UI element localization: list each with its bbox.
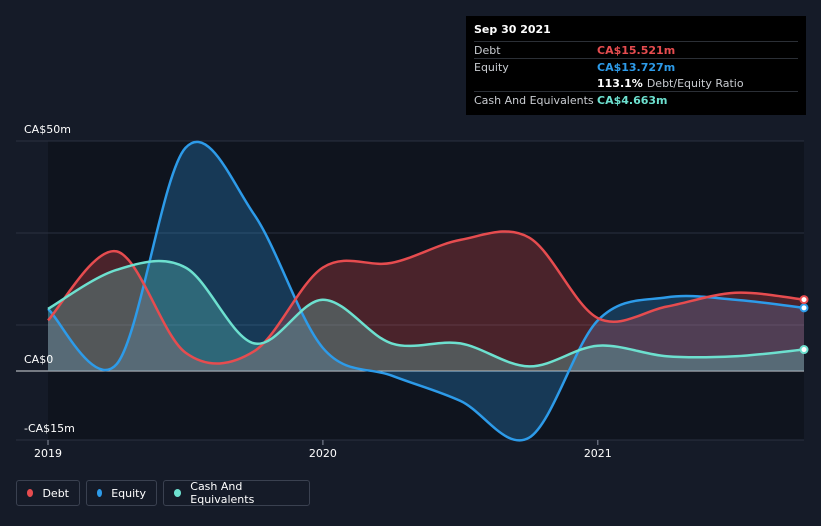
debt-end-point bbox=[799, 295, 809, 305]
tooltip-debt-label: Debt bbox=[474, 43, 501, 57]
tooltip-cash-value: CA$4.663m bbox=[597, 93, 668, 107]
tooltip-row-debt: Debt CA$15.521m bbox=[474, 41, 798, 58]
legend-cash-label: Cash And Equivalents bbox=[190, 480, 255, 506]
equity-line bbox=[47, 140, 805, 442]
debt-dot-icon bbox=[27, 489, 34, 497]
tooltip-ratio-value: 113.1% bbox=[597, 76, 643, 90]
debt-area bbox=[48, 231, 804, 371]
cash-and-equivalents-area bbox=[48, 261, 804, 371]
cash-and-equivalents-line bbox=[47, 259, 805, 368]
tooltip-cash-label: Cash And Equivalents bbox=[474, 93, 594, 107]
legend-cash-button[interactable]: Cash And Equivalents bbox=[163, 480, 310, 506]
tooltip-ratio-label: Debt/Equity Ratio bbox=[646, 76, 744, 90]
equity-area bbox=[48, 141, 804, 441]
tooltip-equity-label: Equity bbox=[474, 60, 509, 74]
debt-line bbox=[47, 230, 805, 365]
equity-dot-icon bbox=[97, 489, 103, 497]
cash-and-equivalents-end-point bbox=[799, 345, 809, 355]
y-tick-label: CA$50m bbox=[24, 123, 71, 136]
legend-equity-button[interactable]: Equity bbox=[86, 480, 157, 506]
x-tick-label: 2019 bbox=[34, 447, 62, 460]
tooltip-row-equity: Equity CA$13.727m bbox=[474, 58, 798, 75]
x-tick-label: 2021 bbox=[584, 447, 612, 460]
cash-dot-icon bbox=[174, 489, 182, 497]
legend-debt-label: Debt bbox=[42, 486, 69, 500]
equity-end-point bbox=[799, 303, 809, 313]
tooltip-equity-value: CA$13.727m bbox=[597, 60, 676, 74]
legend-debt-button[interactable]: Debt bbox=[16, 480, 80, 506]
chart-legend: Debt Equity Cash And Equivalents bbox=[16, 480, 310, 506]
x-tick-label: 2020 bbox=[309, 447, 337, 460]
tooltip-row-ratio: 113.1% Debt/Equity Ratio bbox=[474, 75, 798, 91]
tooltip-date: Sep 30 2021 bbox=[474, 23, 551, 36]
tooltip-debt-value: CA$15.521m bbox=[597, 43, 676, 57]
legend-equity-label: Equity bbox=[111, 486, 146, 500]
tooltip-row-cash: Cash And Equivalents CA$4.663m bbox=[474, 91, 798, 108]
tooltip-panel: Sep 30 2021 Debt CA$15.521m Equity CA$13… bbox=[466, 16, 806, 115]
y-tick-label: CA$0 bbox=[24, 353, 53, 366]
y-tick-label: -CA$15m bbox=[24, 422, 75, 435]
plot-background bbox=[48, 141, 804, 440]
